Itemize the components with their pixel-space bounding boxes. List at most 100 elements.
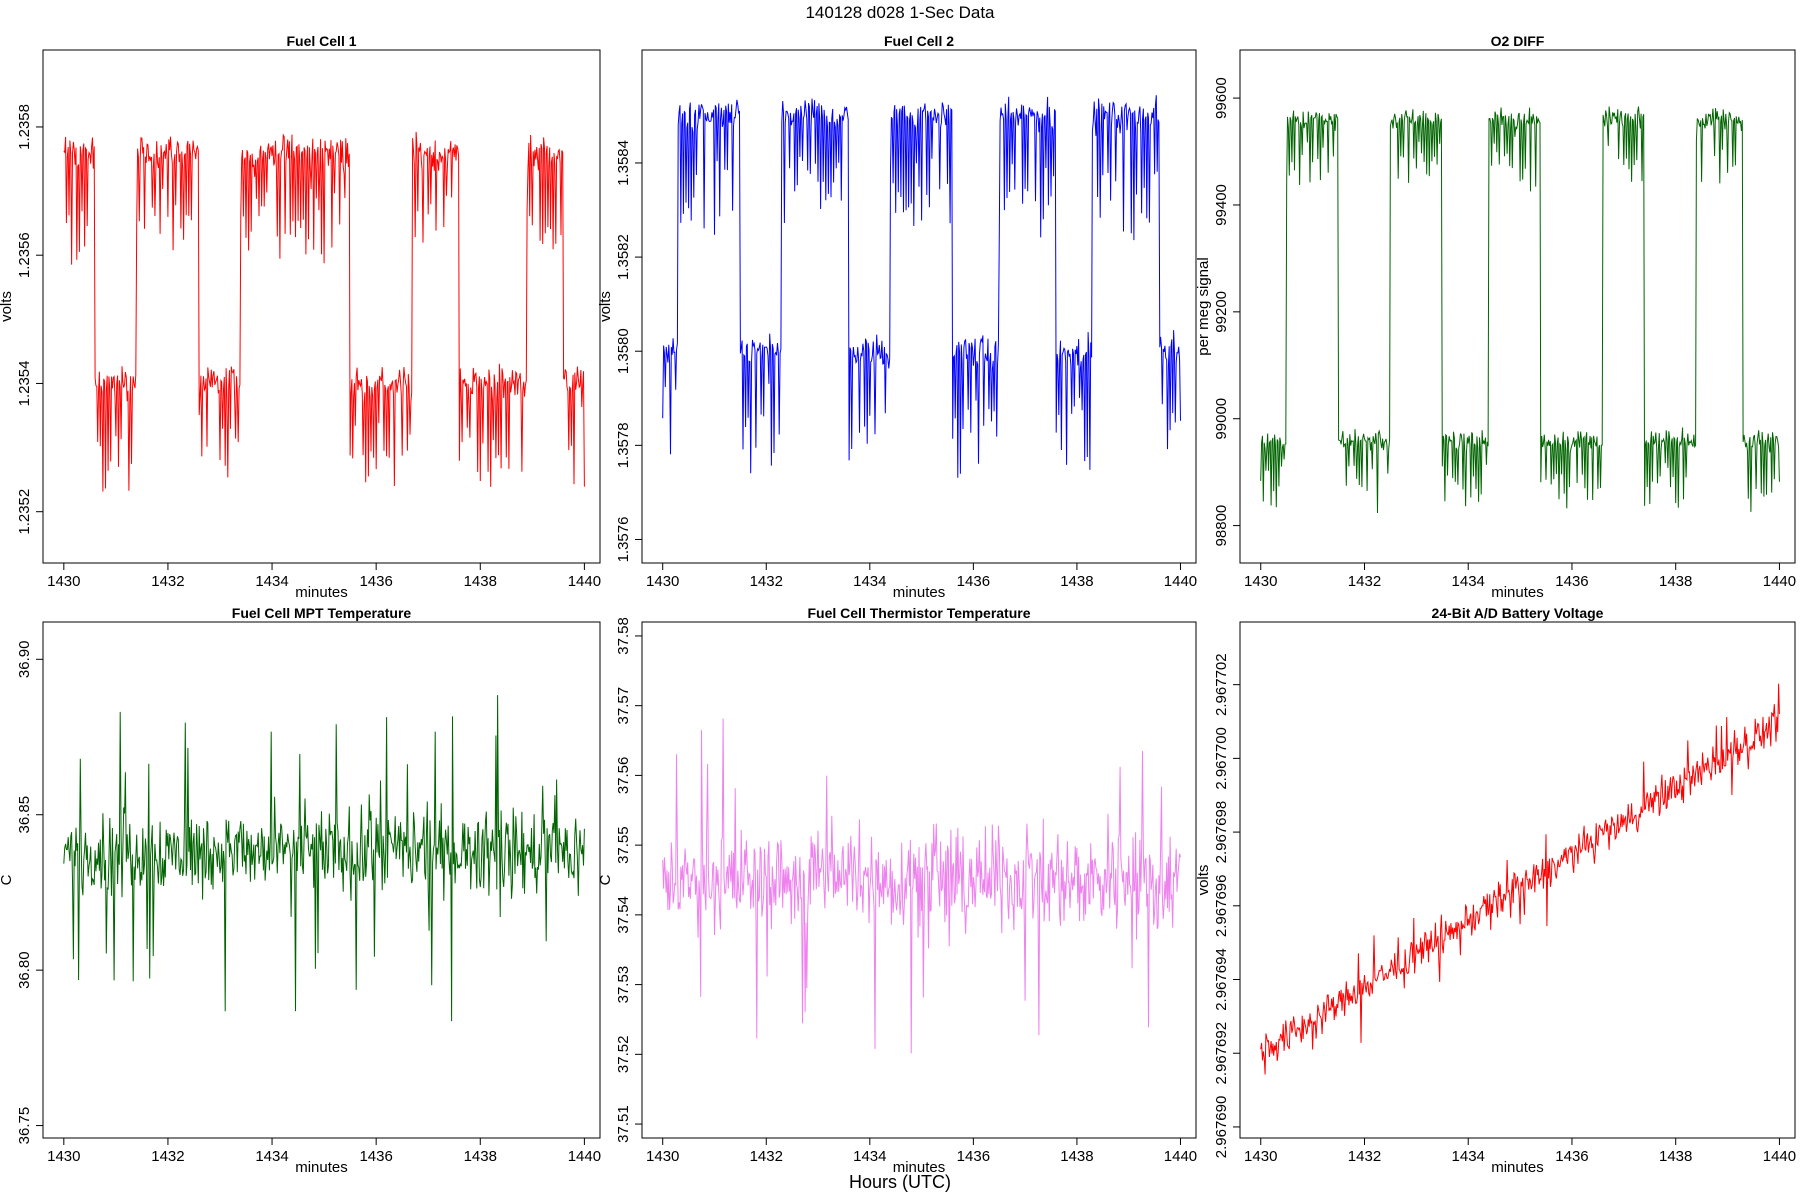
x-tick-label: 1440 xyxy=(568,1148,601,1165)
x-tick-label: 1438 xyxy=(1060,1148,1093,1165)
series-line xyxy=(662,95,1181,478)
x-tick-label: 1434 xyxy=(255,1148,288,1165)
x-tick-label: 1430 xyxy=(1244,1148,1277,1165)
y-axis-label: volts xyxy=(1195,865,1212,896)
y-tick-label: 36.90 xyxy=(16,641,33,679)
y-axis-label: volts xyxy=(0,291,15,322)
y-tick-label: 98800 xyxy=(1213,505,1230,547)
y-tick-label: 99000 xyxy=(1213,398,1230,440)
y-tick-label: 37.53 xyxy=(615,966,632,1004)
chart-panel-3: O2 DIFF 1430 1432 1434 1436 1438 1440 minutes 98… xyxy=(1195,33,1796,601)
x-axis-label: minutes xyxy=(1491,584,1544,601)
y-tick-label: 37.57 xyxy=(615,687,632,725)
x-tick-label: 1440 xyxy=(1763,573,1796,590)
y-tick-label: 1.2358 xyxy=(16,104,33,150)
x-tick-label: 1434 xyxy=(853,1148,886,1165)
y-tick-label: 2.967696 xyxy=(1213,875,1230,938)
y-axis-label: per meg signal xyxy=(1195,257,1212,355)
x-tick-label: 1436 xyxy=(359,1148,392,1165)
chart-panels: Fuel Cell 1 1430 1432 1434 1436 1438 1440 minut… xyxy=(0,33,1796,1176)
x-tick-label: 1432 xyxy=(750,573,783,590)
x-tick-label: 1430 xyxy=(47,573,80,590)
x-tick-label: 1440 xyxy=(1763,1148,1796,1165)
x-tick-label: 1438 xyxy=(1060,573,1093,590)
y-tick-label: 2.967690 xyxy=(1213,1096,1230,1159)
x-tick-label: 1430 xyxy=(646,573,679,590)
x-tick-label: 1434 xyxy=(1452,1148,1485,1165)
y-tick-label: 36.85 xyxy=(16,796,33,834)
x-tick-label: 1436 xyxy=(957,1148,990,1165)
chart-title: Fuel Cell 2 xyxy=(884,33,954,49)
x-tick-label: 1438 xyxy=(1659,1148,1692,1165)
chart-title: Fuel Cell Thermistor Temperature xyxy=(807,605,1030,621)
y-tick-label: 2.967702 xyxy=(1213,653,1230,716)
x-tick-label: 1440 xyxy=(568,573,601,590)
chart-title: O2 DIFF xyxy=(1491,33,1545,49)
y-tick-label: 2.967698 xyxy=(1213,801,1230,864)
y-tick-label: 2.967692 xyxy=(1213,1022,1230,1085)
chart-title: 24-Bit A/D Battery Voltage xyxy=(1432,605,1604,621)
y-tick-label: 1.3582 xyxy=(615,234,632,280)
series-line xyxy=(1260,683,1780,1075)
x-tick-label: 1430 xyxy=(646,1148,679,1165)
x-tick-label: 1434 xyxy=(853,573,886,590)
x-tick-label: 1432 xyxy=(151,1148,184,1165)
y-tick-label: 37.56 xyxy=(615,757,632,795)
y-tick-label: 1.2356 xyxy=(16,232,33,278)
y-tick-label: 99400 xyxy=(1213,184,1230,226)
chart-title: Fuel Cell 1 xyxy=(286,33,356,49)
plot-frame xyxy=(42,49,601,564)
x-tick-label: 1432 xyxy=(1348,1148,1381,1165)
y-tick-label: 36.75 xyxy=(16,1107,33,1145)
y-tick-label: 99600 xyxy=(1213,77,1230,119)
x-tick-label: 1440 xyxy=(1164,1148,1197,1165)
x-tick-label: 1432 xyxy=(1348,573,1381,590)
x-tick-label: 1440 xyxy=(1164,573,1197,590)
chart-panel-4: Fuel Cell MPT Temperature 1430 1432 1434 143… xyxy=(0,605,601,1176)
x-axis-label: minutes xyxy=(295,1159,348,1176)
x-tick-label: 1436 xyxy=(1555,1148,1588,1165)
plot-frame xyxy=(42,621,601,1139)
x-tick-label: 1432 xyxy=(151,573,184,590)
y-tick-label: 37.51 xyxy=(615,1105,632,1143)
series-line xyxy=(1260,106,1780,514)
y-axis-label: volts xyxy=(597,291,614,322)
x-axis-label: minutes xyxy=(1491,1159,1544,1176)
chart-panel-1: Fuel Cell 1 1430 1432 1434 1436 1438 1440 minut… xyxy=(0,33,601,601)
chart-title: Fuel Cell MPT Temperature xyxy=(232,605,412,621)
x-tick-label: 1430 xyxy=(47,1148,80,1165)
y-tick-label: 1.3580 xyxy=(615,328,632,374)
x-tick-label: 1430 xyxy=(1244,573,1277,590)
y-tick-label: 1.3578 xyxy=(615,422,632,468)
x-tick-label: 1436 xyxy=(1555,573,1588,590)
figure-xlabel: Hours (UTC) xyxy=(849,1172,951,1192)
y-tick-label: 99200 xyxy=(1213,291,1230,333)
x-axis-label: minutes xyxy=(893,1159,946,1176)
y-tick-label: 2.967694 xyxy=(1213,948,1230,1011)
x-tick-label: 1438 xyxy=(464,1148,497,1165)
y-tick-label: 1.3584 xyxy=(615,140,632,186)
y-axis-label: C xyxy=(597,874,614,885)
series-line xyxy=(63,131,585,492)
y-axis-label: C xyxy=(0,874,15,885)
y-tick-label: 1.3576 xyxy=(615,517,632,563)
y-tick-label: 1.2352 xyxy=(16,489,33,535)
chart-panel-5: Fuel Cell Thermistor Temperature 1430 1432… xyxy=(597,605,1197,1176)
y-tick-label: 37.52 xyxy=(615,1036,632,1074)
x-axis-label: minutes xyxy=(295,584,348,601)
series-line xyxy=(63,695,585,1022)
figure-title: 140128 d028 1-Sec Data xyxy=(805,3,995,22)
chart-panel-2: Fuel Cell 2 1430 1432 1434 1436 1438 1440 minut… xyxy=(597,33,1197,601)
x-tick-label: 1438 xyxy=(1659,573,1692,590)
y-tick-label: 1.2354 xyxy=(16,361,33,407)
x-tick-label: 1434 xyxy=(1452,573,1485,590)
x-tick-label: 1436 xyxy=(957,573,990,590)
x-axis-label: minutes xyxy=(893,584,946,601)
x-tick-label: 1434 xyxy=(255,573,288,590)
y-tick-label: 37.58 xyxy=(615,617,632,655)
x-tick-label: 1436 xyxy=(359,573,392,590)
y-tick-label: 37.55 xyxy=(615,826,632,864)
y-tick-label: 36.80 xyxy=(16,951,33,989)
x-tick-label: 1438 xyxy=(464,573,497,590)
